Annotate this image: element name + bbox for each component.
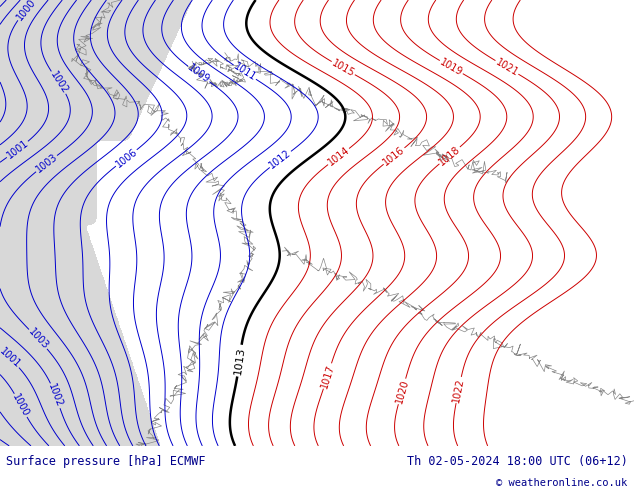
- Text: 1021: 1021: [494, 57, 520, 78]
- Text: 1003: 1003: [26, 327, 50, 351]
- Text: © weatheronline.co.uk: © weatheronline.co.uk: [496, 478, 628, 489]
- Text: 1012: 1012: [268, 148, 293, 171]
- Text: 1001: 1001: [0, 346, 22, 370]
- Text: Surface pressure [hPa] ECMWF: Surface pressure [hPa] ECMWF: [6, 455, 206, 468]
- Text: 1000: 1000: [15, 0, 37, 23]
- Text: 1011: 1011: [231, 61, 258, 83]
- Text: 1017: 1017: [319, 363, 336, 389]
- Text: 1014: 1014: [326, 145, 351, 168]
- Text: 1018: 1018: [437, 144, 462, 167]
- Text: 1022: 1022: [451, 377, 466, 403]
- Text: 1016: 1016: [381, 145, 407, 168]
- Text: 1009: 1009: [186, 63, 212, 85]
- Text: 1002: 1002: [48, 70, 70, 96]
- Text: Th 02-05-2024 18:00 UTC (06+12): Th 02-05-2024 18:00 UTC (06+12): [407, 455, 628, 468]
- Text: 1020: 1020: [394, 378, 410, 405]
- Text: 1000: 1000: [10, 392, 31, 418]
- Text: 1003: 1003: [34, 152, 59, 175]
- Text: 1019: 1019: [438, 57, 464, 77]
- Text: 1006: 1006: [113, 147, 139, 170]
- Text: 1013: 1013: [233, 346, 247, 375]
- Text: 1002: 1002: [46, 382, 65, 409]
- Text: 1001: 1001: [4, 138, 30, 161]
- Text: 1015: 1015: [330, 58, 356, 78]
